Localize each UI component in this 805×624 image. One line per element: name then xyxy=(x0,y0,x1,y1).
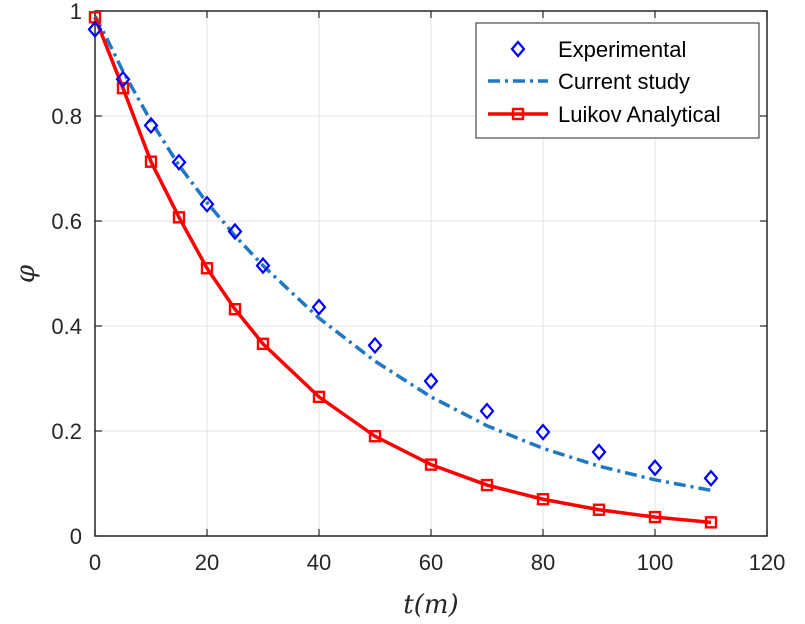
x-tick-label: 100 xyxy=(637,550,674,575)
luikov-analytical-marker xyxy=(256,337,270,351)
legend: Experimental Current study Luikov Analyt… xyxy=(475,22,760,139)
experimental-point xyxy=(703,469,719,487)
legend-marker-experimental xyxy=(510,40,526,58)
luikov-analytical-marker xyxy=(648,510,662,524)
y-tick-label: 0.4 xyxy=(51,314,82,339)
experimental-point xyxy=(647,459,663,477)
luikov-analytical-marker xyxy=(144,155,158,168)
luikov-analytical-marker xyxy=(704,516,718,529)
experimental-point xyxy=(255,256,271,275)
luikov-analytical-marker xyxy=(368,430,382,443)
y-tick-label: 0.6 xyxy=(51,209,82,234)
series-current-study-line xyxy=(93,15,712,493)
experimental-point xyxy=(311,298,327,316)
y-tick-label: 0.8 xyxy=(51,104,82,129)
y-tick-label: 1 xyxy=(70,0,82,24)
experimental-point xyxy=(591,443,607,461)
legend-label-current-study: Current study xyxy=(558,69,690,94)
luikov-analytical-marker xyxy=(228,303,242,316)
luikov-analytical-marker xyxy=(200,262,214,275)
experimental-point xyxy=(535,423,551,441)
legend-symbol-experimental xyxy=(510,40,526,58)
legend-label-experimental: Experimental xyxy=(558,37,686,62)
series-luikov-analytical-line xyxy=(93,16,712,525)
luikov-analytical-marker xyxy=(172,211,186,224)
experimental-point xyxy=(479,402,495,420)
luikov-analytical-marker xyxy=(592,503,606,516)
x-tick-label: 20 xyxy=(195,550,219,575)
x-axis-label: t(m) xyxy=(403,590,458,620)
y-tick-label: 0.2 xyxy=(51,419,82,444)
legend-symbol-luikov-analytical xyxy=(488,107,548,121)
x-tick-label: 40 xyxy=(307,550,331,575)
x-tick-label: 60 xyxy=(419,550,443,575)
series xyxy=(87,11,719,529)
luikov-analytical-marker xyxy=(424,458,438,471)
experimental-point xyxy=(367,336,383,355)
experimental-point xyxy=(227,222,243,241)
experimental-point xyxy=(87,20,103,39)
experimental-point xyxy=(171,153,187,171)
luikov-analytical-marker xyxy=(116,81,130,95)
y-tick-label: 0 xyxy=(70,524,82,549)
y-axis-label: φ xyxy=(11,264,41,283)
experimental-point xyxy=(199,195,215,213)
experimental-point xyxy=(115,70,131,88)
luikov-analytical-marker xyxy=(480,478,494,492)
x-tick-label: 0 xyxy=(89,550,101,575)
luikov-analytical-marker xyxy=(536,493,550,506)
axis-ticks: 0 20 40 60 80 100 120 0 0.2 0.4 0.6 0.8 1 xyxy=(51,0,785,575)
luikov-analytical-marker xyxy=(312,390,326,404)
legend-label-luikov-analytical: Luikov Analytical xyxy=(558,102,721,127)
experimental-point xyxy=(423,372,439,390)
legend-marker-luikov-analytical xyxy=(511,107,525,121)
x-tick-label: 80 xyxy=(531,550,555,575)
x-tick-label: 120 xyxy=(749,550,786,575)
experimental-point xyxy=(143,116,159,135)
